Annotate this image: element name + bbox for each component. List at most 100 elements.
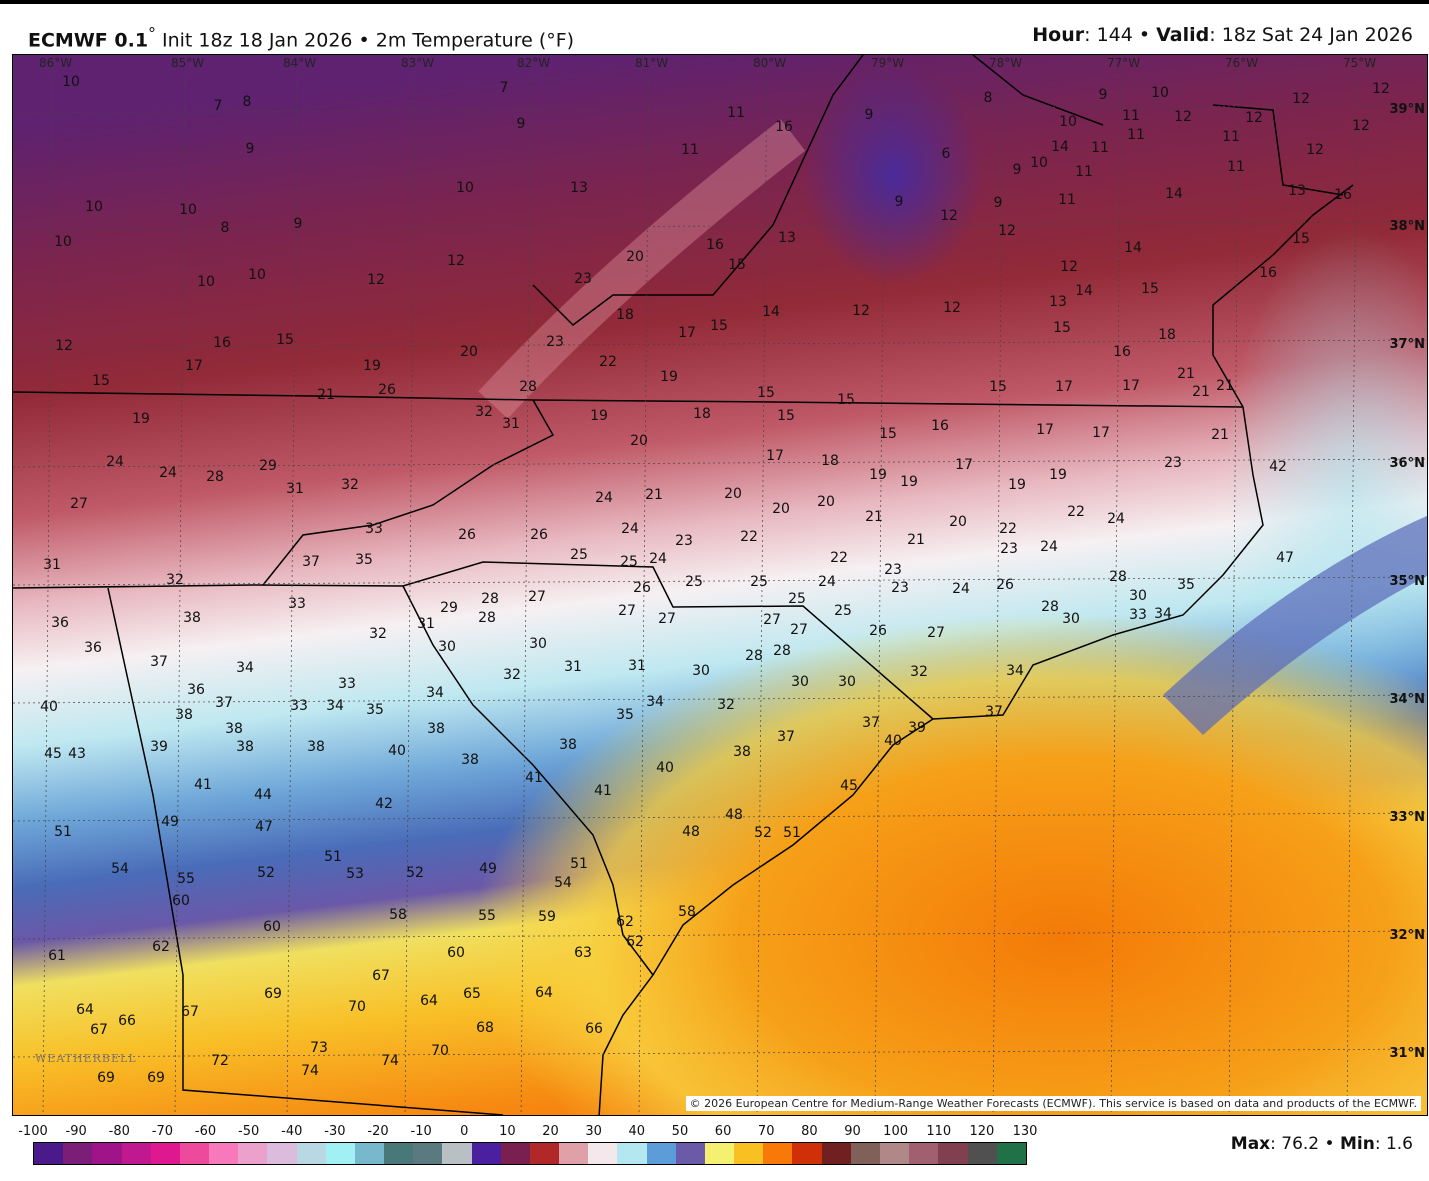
temperature-value: 37 <box>150 654 168 670</box>
colorbar-tick-label: 90 <box>844 1124 861 1139</box>
temperature-value: 33 <box>365 521 383 537</box>
temperature-value: 33 <box>338 676 356 692</box>
colorbar-tick-label: 50 <box>671 1124 689 1139</box>
temperature-value: 42 <box>375 796 393 812</box>
max-label: Max <box>1230 1134 1271 1154</box>
temperature-value: 28 <box>481 591 499 607</box>
temperature-value: 32 <box>166 572 184 588</box>
colorbar-swatch <box>471 1143 501 1164</box>
temperature-value: 11 <box>1222 129 1240 145</box>
cold-core <box>803 65 983 285</box>
temperature-value: 14 <box>1075 283 1093 299</box>
latitude-label: 39°N <box>1390 102 1425 117</box>
temperature-value: 67 <box>372 968 390 984</box>
temperature-value: 21 <box>865 509 883 525</box>
colorbar-swatch <box>617 1143 647 1164</box>
temperature-value: 39 <box>908 720 926 736</box>
temperature-value: 38 <box>175 707 193 723</box>
temperature-value: 34 <box>426 685 444 701</box>
temperature-value: 70 <box>348 999 366 1015</box>
temperature-value: 24 <box>1040 539 1058 555</box>
colorbar-swatch <box>559 1143 589 1164</box>
temperature-value: 38 <box>461 752 479 768</box>
max-value: : 76.2 • <box>1270 1134 1340 1154</box>
temperature-value: 33 <box>290 698 308 714</box>
coastal-front <box>1163 515 1427 735</box>
temperature-value: 28 <box>1041 599 1059 615</box>
temperature-value: 18 <box>1158 327 1176 343</box>
colorbar-ticks: -100 -90 -80 -70 -60 -50 -40 -30 -20 -10 0 10 20 30 40… <box>18 1124 1037 1140</box>
longitude-label: 86°W <box>39 56 72 70</box>
va-wv-border <box>532 55 864 326</box>
temperature-value: 30 <box>791 674 809 690</box>
temperature-value: 21 <box>1211 427 1229 443</box>
temperature-value: 20 <box>817 494 835 510</box>
colorbar-tick-label: -60 <box>194 1124 217 1139</box>
temperature-value: 11 <box>1075 164 1093 180</box>
temperature-value: 52 <box>754 825 772 841</box>
temperature-value: 39 <box>150 739 168 755</box>
va-md-border <box>972 55 1104 126</box>
temperature-value: 19 <box>900 474 918 490</box>
temperature-value: 49 <box>161 814 179 830</box>
temperature-value: 12 <box>55 338 73 354</box>
temperature-value: 52 <box>257 865 275 881</box>
colorbar-swatch <box>675 1143 705 1164</box>
temperature-value: 25 <box>570 547 588 563</box>
temperature-value: 66 <box>118 1013 136 1029</box>
colorbar-swatch <box>442 1143 472 1164</box>
colorbar-tick-label: -20 <box>367 1124 389 1139</box>
longitude-label: 80°W <box>753 56 786 70</box>
temperature-value: 26 <box>869 623 887 639</box>
temperature-value: 36 <box>51 615 69 631</box>
temperature-value: 32 <box>369 626 387 642</box>
temperature-value: 48 <box>682 824 700 840</box>
temperature-value: 38 <box>307 739 325 755</box>
temperature-value: 12 <box>367 272 385 288</box>
temperature-value: 25 <box>834 603 852 619</box>
temperature-value: 11 <box>1127 127 1145 143</box>
temperature-value: 38 <box>733 744 751 760</box>
colorbar-swatch <box>238 1143 268 1164</box>
temperature-value: 15 <box>1292 231 1310 247</box>
temperature-value: 15 <box>837 392 855 408</box>
temperature-value: 22 <box>999 521 1017 537</box>
temperature-value: 23 <box>675 533 693 549</box>
meridian-line <box>992 55 1004 1115</box>
temperature-value: 10 <box>1059 114 1077 130</box>
colorbar-swatch <box>967 1143 997 1164</box>
temperature-value: 64 <box>76 1002 94 1018</box>
temperature-value: 41 <box>594 783 612 799</box>
latitude-label: 32°N <box>1390 928 1425 943</box>
temperature-value: 18 <box>821 453 839 469</box>
colorbar-swatch <box>209 1143 239 1164</box>
longitude-label: 83°W <box>401 56 434 70</box>
temperature-value: 17 <box>678 325 696 341</box>
temperature-map[interactable]: 86°W 85°W 84°W 83°W 82°W 81°W 80°W 79°W 78°W 77°W… <box>12 54 1428 1116</box>
temperature-value: 40 <box>656 760 674 776</box>
temperature-value: 19 <box>660 369 678 385</box>
temperature-value: 26 <box>378 382 396 398</box>
temperature-value: 55 <box>177 871 195 887</box>
temperature-value: 12 <box>1060 259 1078 275</box>
colorbar-tick-label: -70 <box>151 1124 174 1139</box>
temperature-value: 37 <box>985 704 1003 720</box>
temperature-value: 30 <box>529 636 547 652</box>
colorbar-tick-label: -10 <box>410 1124 432 1139</box>
temperature-value: 36 <box>187 682 205 698</box>
temperature-value: 7 <box>500 80 509 96</box>
colorbar-swatch <box>500 1143 530 1164</box>
temperature-value: 40 <box>40 699 58 715</box>
temperature-value: 25 <box>788 591 806 607</box>
temperature-value: 24 <box>649 551 667 567</box>
colorbar-swatch <box>792 1143 822 1164</box>
coastline <box>598 184 1354 1115</box>
temperature-value: 67 <box>90 1022 108 1038</box>
temperature-value: 24 <box>1107 511 1125 527</box>
temperature-value: 20 <box>626 249 644 265</box>
colorbar-swatch <box>296 1143 326 1164</box>
temperature-value: 15 <box>710 318 728 334</box>
temperature-value: 63 <box>574 945 592 961</box>
attribution: © 2026 European Centre for Medium-Range … <box>685 1096 1421 1111</box>
meridian-line <box>1228 55 1240 1115</box>
